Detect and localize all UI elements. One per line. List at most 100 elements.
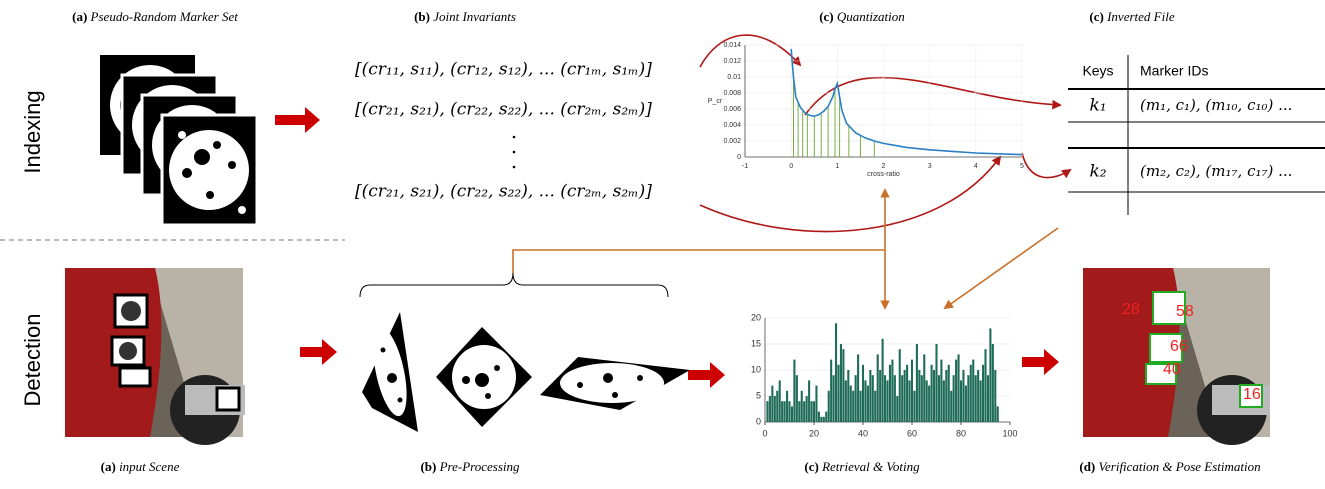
table-header: Marker IDs	[1140, 63, 1208, 79]
bar	[835, 323, 838, 422]
caption: (b) Joint Invariants	[414, 9, 516, 24]
caption: (d) Verification & Pose Estimation	[1079, 459, 1260, 474]
bar	[982, 364, 985, 422]
ellipsis	[512, 135, 516, 169]
bar	[854, 375, 857, 422]
caption: (c) Inverted File	[1089, 9, 1174, 24]
bar	[830, 359, 833, 422]
bar	[984, 349, 987, 422]
bar	[967, 375, 970, 422]
bar	[786, 390, 789, 422]
bar	[977, 370, 980, 422]
caption-text: input Scene	[116, 459, 180, 474]
inverted-file	[1068, 55, 1325, 215]
bar	[994, 370, 997, 422]
y-axis-label: P_cr	[708, 98, 723, 105]
caption: (b) Pre-Processing	[420, 459, 520, 474]
bar	[989, 328, 992, 422]
bar	[930, 364, 933, 422]
x-tick-label: 5	[1020, 163, 1024, 170]
x-tick-label: 0	[762, 428, 767, 438]
brace	[359, 272, 669, 298]
bar	[864, 380, 867, 422]
bar	[776, 390, 779, 422]
bar	[935, 344, 938, 422]
bar	[908, 380, 911, 422]
caption-tag: (c)	[804, 459, 818, 474]
captions: (a) Pseudo-Random Marker Set (b) Joint In…	[72, 9, 1261, 474]
bar	[837, 364, 840, 422]
bar	[903, 370, 906, 422]
caption: (a) Pseudo-Random Marker Set	[72, 9, 238, 24]
bar	[942, 380, 945, 422]
bar	[884, 375, 887, 422]
bar	[928, 385, 931, 422]
bar	[839, 344, 842, 422]
x-tick-label: 2	[882, 163, 886, 170]
bar	[849, 385, 852, 422]
bar	[861, 364, 865, 422]
bar	[888, 364, 891, 422]
x-tick-label: 0	[789, 163, 793, 170]
bar	[972, 359, 975, 422]
row-label: Detection	[20, 314, 45, 407]
caption-text: Quantization	[834, 9, 905, 24]
formula: [(cr₁₁, s₁₁), (cr₁₂, s₁₂), ... (cr₁ₘ, s₁…	[355, 60, 652, 80]
bar	[947, 364, 950, 422]
y-tick-label: 0.002	[723, 138, 741, 145]
warped-markers	[362, 312, 690, 432]
bar	[962, 370, 965, 422]
bar	[800, 390, 803, 422]
bar	[957, 354, 960, 422]
caption-text: Pseudo-Random Marker Set	[87, 9, 238, 24]
bar	[790, 406, 793, 422]
caption-tag: (b)	[414, 9, 430, 24]
bar	[925, 380, 928, 422]
caption-text: Verification & Pose Estimation	[1095, 459, 1260, 474]
y-tick-label: 0.01	[727, 74, 741, 81]
detection-id: 58	[1176, 303, 1194, 320]
bar	[996, 406, 999, 422]
caption-tag: (d)	[1079, 459, 1095, 474]
bar	[952, 375, 955, 422]
x-tick-label: 1	[835, 163, 839, 170]
red-arrows	[275, 107, 1059, 388]
bar	[893, 375, 896, 422]
bar	[812, 401, 816, 422]
bar	[915, 344, 918, 422]
bar	[793, 359, 796, 422]
bar	[805, 396, 808, 422]
caption: (c) Quantization	[819, 9, 905, 24]
caption-text: Inverted File	[1104, 9, 1175, 24]
bar	[876, 354, 879, 422]
bar	[955, 359, 958, 422]
bar	[871, 375, 874, 422]
bar	[979, 380, 982, 422]
detection-id: 16	[1243, 386, 1261, 403]
curve	[790, 48, 1023, 156]
bar	[991, 344, 994, 422]
x-tick-label: -1	[742, 163, 748, 170]
bar	[852, 390, 855, 422]
caption: (a) input Scene	[101, 459, 180, 474]
row-label: Indexing	[20, 90, 45, 173]
bar	[866, 385, 869, 422]
formula: [(cr₂₁, s₂₁), (cr₂₂, s₂₂), ... (cr₂ₘ, s₂…	[355, 100, 652, 120]
x-tick-label: 4	[974, 163, 978, 170]
bar	[815, 385, 818, 422]
bar	[869, 370, 872, 422]
bar	[832, 375, 835, 422]
bar	[879, 370, 882, 422]
table-cell: (m₁, c₁), (m₁₀, c₁₀) ...	[1140, 96, 1292, 114]
bar	[781, 401, 784, 422]
verification-scene	[1083, 268, 1270, 445]
bar	[974, 375, 977, 422]
bar	[898, 349, 901, 422]
bar	[827, 390, 830, 422]
x-tick-label: 100	[1002, 428, 1017, 438]
y-tick-label: 0	[756, 416, 761, 426]
bar	[783, 401, 786, 422]
caption-tag: (a)	[101, 459, 116, 474]
